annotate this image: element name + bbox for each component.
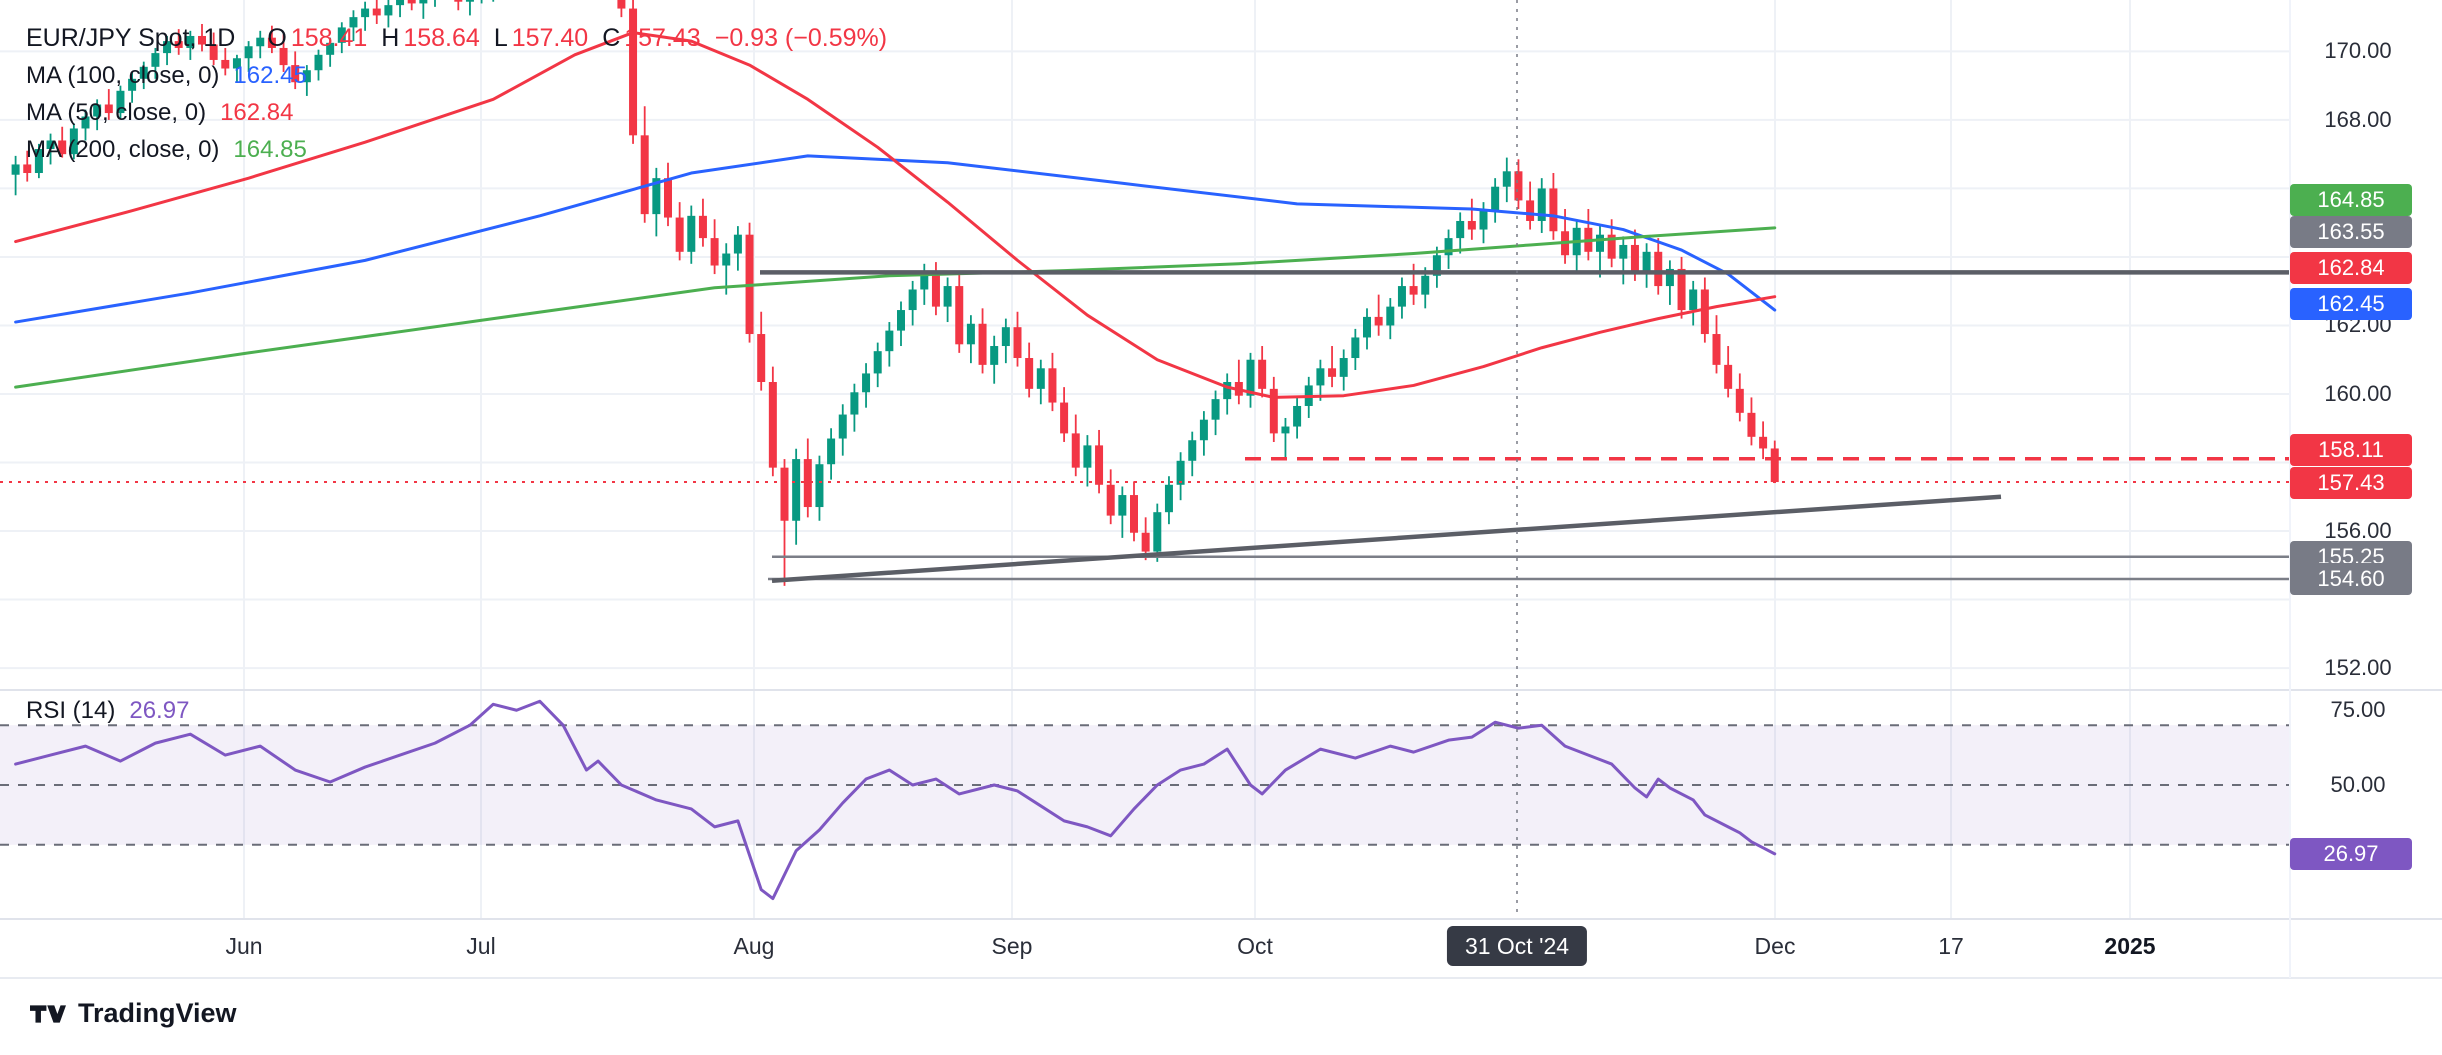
rsi-axis-label: 75.00 <box>2330 697 2386 723</box>
price-axis-badge: 163.55 <box>2290 216 2412 248</box>
time-axis-label: Aug <box>733 933 775 959</box>
rsi-label: RSI (14) <box>26 697 116 724</box>
price-axis-label: 168.00 <box>2324 106 2392 132</box>
time-axis-label: Sep <box>991 933 1033 959</box>
price-axis-badge: 164.85 <box>2290 184 2412 216</box>
close-value: 157.43 <box>624 24 701 52</box>
low-label: L <box>493 24 508 52</box>
time-axis-label: Dec <box>1754 933 1796 959</box>
open-value: 158.41 <box>290 24 368 52</box>
tradingview-logo-icon <box>30 1004 66 1023</box>
symbol-legend-row[interactable]: EUR/JPY Spot, 1D O 158.41 H 158.64 L 157… <box>26 20 887 57</box>
rsi-value: 26.97 <box>129 697 190 724</box>
time-axis-label: 2025 <box>2104 933 2156 959</box>
price-axis-badge: 162.84 <box>2290 252 2412 284</box>
price-axis-label: 156.00 <box>2324 518 2392 544</box>
chart-legend: EUR/JPY Spot, 1D O 158.41 H 158.64 L 157… <box>26 20 887 168</box>
price-axis-label: 170.00 <box>2324 38 2392 64</box>
ma100-value: 162.45 <box>233 61 307 89</box>
rsi-line <box>14 699 1777 901</box>
time-axis-label: 17 <box>1938 933 1964 959</box>
high-label: H <box>381 24 400 52</box>
ma100-label: MA (100, close, 0) <box>26 61 220 89</box>
close-label: C <box>602 24 621 52</box>
symbol-title: EUR/JPY Spot, 1D <box>26 24 236 52</box>
ma200-line <box>14 226 1777 389</box>
high-value: 158.64 <box>403 24 480 52</box>
rsi-band <box>0 724 2290 846</box>
ma50-value: 162.84 <box>220 98 294 126</box>
price-axis-badge: 157.43 <box>2290 467 2412 499</box>
crosshair-date-badge: 31 Oct '24 <box>1446 926 1588 966</box>
price-axis-label: 152.00 <box>2324 655 2392 681</box>
low-value: 157.40 <box>511 24 589 52</box>
candlestick-series <box>11 0 1779 586</box>
ma100-line <box>14 154 1777 324</box>
ma100-legend-row[interactable]: MA (100, close, 0) 162.45 <box>26 57 887 94</box>
time-axis-label: Jun <box>225 933 263 959</box>
price-axis-label: 160.00 <box>2324 380 2392 406</box>
price-axis-badge: 154.60 <box>2290 563 2412 595</box>
time-axis-label: Oct <box>1237 933 1273 959</box>
time-axis-label: Jul <box>466 933 496 959</box>
ma200-label: MA (200, close, 0) <box>26 135 220 163</box>
ma200-value: 164.85 <box>233 135 307 163</box>
drawings-layer <box>0 0 2290 919</box>
rsi-axis-label: 50.00 <box>2330 772 2386 797</box>
price-axis-badge: 162.45 <box>2290 288 2412 320</box>
price-axis-badge: 26.97 <box>2290 838 2412 870</box>
ma200-legend-row[interactable]: MA (200, close, 0) 164.85 <box>26 131 887 168</box>
change-value: −0.93 (−0.59%) <box>714 24 888 52</box>
rsi-legend-row[interactable]: RSI (14) 26.97 <box>26 697 189 725</box>
ma50-legend-row[interactable]: MA (50, close, 0) 162.84 <box>26 94 887 131</box>
tradingview-logo-text: TradingView <box>78 998 237 1028</box>
ma50-line <box>14 31 1777 399</box>
open-label: O <box>267 24 287 52</box>
price-axis-badge: 158.11 <box>2290 434 2412 466</box>
ma50-label: MA (50, close, 0) <box>26 98 207 126</box>
tradingview-logo[interactable]: TradingView <box>30 998 237 1029</box>
